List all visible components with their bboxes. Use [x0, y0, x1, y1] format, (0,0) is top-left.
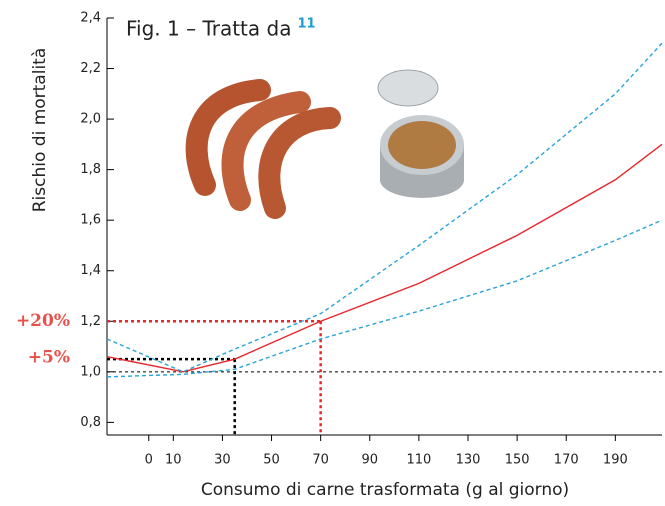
- y-tick-label: 0,8: [80, 415, 101, 430]
- x-tick-label: 0: [145, 453, 153, 468]
- y-tick-label: 2,2: [80, 61, 101, 76]
- sausages-image: [197, 90, 330, 208]
- x-tick-label: 10: [165, 453, 182, 468]
- chart: Fig. 1 – Tratta da 11 Rischio di mortali…: [0, 0, 665, 502]
- y-tick-label: 1,4: [80, 263, 101, 278]
- x-tick-label: 130: [456, 453, 481, 468]
- x-tick-label: 110: [406, 453, 431, 468]
- x-tick-label: 50: [263, 453, 280, 468]
- x-tick-label: 70: [312, 453, 329, 468]
- y-tick-label: 1,8: [80, 162, 101, 177]
- title-reference: 11: [297, 17, 315, 32]
- annotation-label: +5%: [28, 348, 70, 368]
- line-series: [107, 220, 662, 377]
- x-tick-label: 90: [361, 453, 378, 468]
- x-tick-label: 170: [554, 453, 579, 468]
- y-tick-label: 1,0: [80, 364, 101, 379]
- annotation-label: +20%: [16, 311, 70, 331]
- y-tick-label: 2,4: [80, 11, 101, 26]
- x-axis-label: Consumo di carne trasformata (g al giorn…: [201, 480, 569, 500]
- x-tick-label: 190: [603, 453, 628, 468]
- y-tick-label: 2,0: [80, 112, 101, 127]
- can-image: [378, 70, 464, 198]
- page: {"chart_data": { "type": "line", "title"…: [0, 0, 665, 506]
- chart-title: Fig. 1 – Tratta da: [126, 17, 291, 41]
- x-tick-label: 150: [505, 453, 530, 468]
- y-tick-label: 1,6: [80, 213, 101, 228]
- y-axis-label: Rischio di mortalità: [30, 48, 50, 213]
- x-tick-label: 30: [214, 453, 231, 468]
- y-tick-label: 1,2: [80, 314, 101, 329]
